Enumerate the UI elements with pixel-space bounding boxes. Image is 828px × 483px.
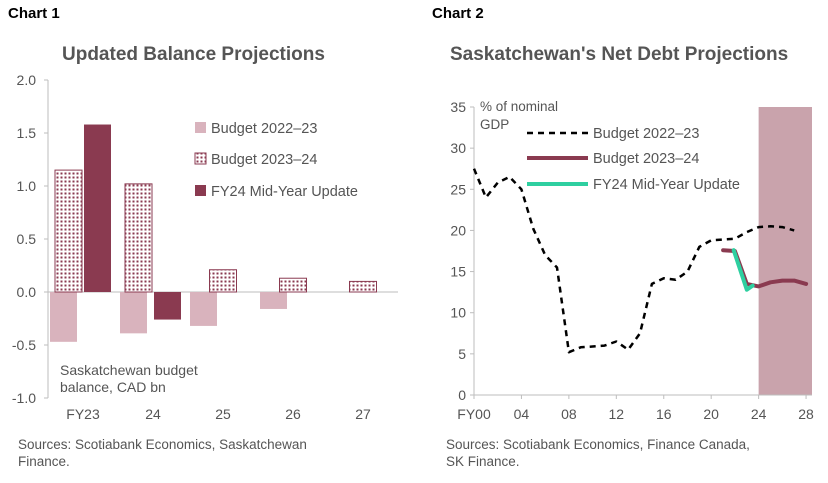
x-tick-label: 25 xyxy=(215,406,231,422)
y-tick-label: 15 xyxy=(450,264,466,280)
x-tick-label: 28 xyxy=(798,406,814,422)
bar xyxy=(54,169,83,293)
y-tick-label: 30 xyxy=(450,140,466,156)
y-tick-label: 35 xyxy=(450,99,466,115)
series-line xyxy=(472,168,795,354)
x-tick-label: FY00 xyxy=(457,406,491,422)
bar xyxy=(190,292,217,326)
legend-swatch xyxy=(195,185,206,196)
legend-swatch xyxy=(195,122,206,133)
x-tick-label: 20 xyxy=(703,406,719,422)
chart-2-title: Saskatchewan's Net Debt Projections xyxy=(450,44,789,65)
x-tick-label: 16 xyxy=(656,406,672,422)
y-tick-label: -0.5 xyxy=(12,337,36,353)
chart-1-source-line: Sources: Scotiabank Economics, Saskatche… xyxy=(18,437,307,452)
y-axis-note: balance, CAD bn xyxy=(60,379,166,395)
bar xyxy=(50,292,77,342)
chart-2-label: Chart 2 xyxy=(432,5,484,22)
x-tick-label: 08 xyxy=(561,406,577,422)
x-tick-label: 24 xyxy=(751,406,767,422)
chart-2-source-line: Sources: Scotiabank Economics, Finance C… xyxy=(446,437,750,452)
net-debt-chart: 0 5 10 15 20 25 30 35 FY00 04 08 12 16 20 24 28 % of nom… xyxy=(450,99,814,422)
legend-label: Budget 2023–24 xyxy=(211,152,317,168)
chart-1-source-line: Finance. xyxy=(18,454,70,469)
balance-chart: 2.0 1.5 1.0 0.5 0.0 -0.5 -1.0 FY23 24 25 26 27 Budge… xyxy=(12,72,398,422)
x-tick-label: 27 xyxy=(355,406,371,422)
x-tick-label: 26 xyxy=(285,406,301,422)
y-axis-unit: % of nominal xyxy=(480,99,558,114)
y-axis-unit: GDP xyxy=(480,117,509,132)
y-axis-note: Saskatchewan budget xyxy=(60,362,198,378)
chart-1-label: Chart 1 xyxy=(8,5,60,22)
y-tick-label: 20 xyxy=(450,222,466,238)
series-line xyxy=(731,248,755,292)
x-tick-label: 04 xyxy=(514,406,530,422)
legend-label: Budget 2022–23 xyxy=(593,126,699,142)
x-tick-label: 12 xyxy=(609,406,625,422)
bar xyxy=(120,292,147,334)
legend-label: FY24 Mid-Year Update xyxy=(593,177,740,193)
projection-shading xyxy=(758,107,812,395)
chart-1-sources: Sources: Scotiabank Economics, Saskatche… xyxy=(18,436,307,470)
bar xyxy=(349,280,377,293)
y-tick-label: 1.0 xyxy=(17,178,37,194)
y-tick-label: 0.5 xyxy=(17,231,37,247)
y-tick-label: 2.0 xyxy=(17,72,37,88)
y-tick-label: -1.0 xyxy=(12,390,36,406)
chart-2-sources: Sources: Scotiabank Economics, Finance C… xyxy=(446,436,750,470)
x-tick-label: FY23 xyxy=(66,406,100,422)
bar xyxy=(209,269,237,293)
x-tick-label: 24 xyxy=(145,406,161,422)
y-tick-label: 0.0 xyxy=(17,284,37,300)
bar xyxy=(124,183,153,293)
legend-label: Budget 2023–24 xyxy=(593,151,699,167)
y-tick-label: 5 xyxy=(458,346,466,362)
bar xyxy=(260,292,287,309)
y-tick-label: 10 xyxy=(450,305,466,321)
bar xyxy=(279,277,307,293)
bar xyxy=(84,124,111,293)
legend-label: FY24 Mid-Year Update xyxy=(211,184,358,200)
bar xyxy=(154,292,181,320)
legend-swatch xyxy=(194,152,207,165)
y-tick-label: 25 xyxy=(450,181,466,197)
y-tick-label: 1.5 xyxy=(17,125,37,141)
chart-1-title: Updated Balance Projections xyxy=(62,44,325,65)
y-tick-label: 0 xyxy=(458,387,466,403)
chart-2-source-line: SK Finance. xyxy=(446,454,520,469)
legend-label: Budget 2022–23 xyxy=(211,121,317,137)
